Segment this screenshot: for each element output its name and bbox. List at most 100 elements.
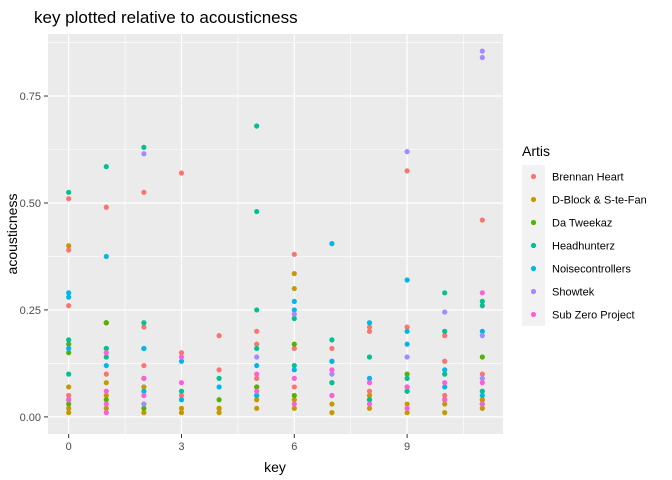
point-brennan-heart <box>66 392 72 399</box>
point-showtek <box>291 311 297 317</box>
data-points <box>66 48 485 416</box>
legend: Artis Brennan Heart D-Block & S-te-Fan Da … <box>522 143 647 326</box>
point-noisecontrollers <box>479 328 485 334</box>
point-sub-zero-project <box>479 380 485 386</box>
point-da-tweekaz <box>216 397 222 403</box>
point-sub-zero-project <box>366 401 373 407</box>
point-da-tweekaz <box>141 405 147 411</box>
legend-swatch <box>530 173 537 180</box>
point-noisecontrollers <box>254 392 260 399</box>
legend-items: Brennan Heart D-Block & S-te-Fan Da Tweeka… <box>522 165 647 326</box>
point-brennan-heart <box>103 204 109 210</box>
point-brennan-heart <box>216 367 222 373</box>
point-sub-zero-project <box>442 380 448 386</box>
y-tick-label: 0.75 <box>20 91 41 103</box>
point-headhunterz <box>329 380 335 386</box>
point-brennan-heart <box>178 392 185 399</box>
point-headhunterz <box>103 354 109 360</box>
point-brennan-heart <box>254 328 260 334</box>
point-d-block-s-te-fan <box>291 270 297 277</box>
point-sub-zero-project <box>479 401 485 407</box>
point-noisecontrollers <box>141 388 147 394</box>
point-showtek <box>479 54 485 61</box>
point-d-block-s-te-fan <box>442 410 448 416</box>
point-da-tweekaz <box>66 401 72 407</box>
point-d-block-s-te-fan <box>103 380 109 386</box>
point-d-block-s-te-fan <box>178 410 185 416</box>
point-brennan-heart <box>103 371 109 377</box>
plot-panel <box>48 34 503 434</box>
point-d-block-s-te-fan <box>291 285 297 292</box>
point-headhunterz <box>66 371 72 377</box>
point-headhunterz <box>141 320 147 326</box>
point-headhunterz <box>404 375 410 381</box>
y-tick-label: 0.25 <box>20 305 41 317</box>
point-da-tweekaz <box>291 392 297 399</box>
point-headhunterz <box>291 362 297 369</box>
grid-lines <box>48 34 503 434</box>
point-d-block-s-te-fan <box>366 392 373 399</box>
point-d-block-s-te-fan <box>66 405 72 411</box>
point-brennan-heart <box>216 333 222 339</box>
point-sub-zero-project <box>329 392 335 399</box>
point-brennan-heart <box>66 303 72 309</box>
point-noisecontrollers <box>479 392 485 399</box>
point-noisecontrollers <box>103 253 109 260</box>
point-showtek <box>404 354 410 360</box>
point-brennan-heart <box>66 196 72 202</box>
x-tick-label: 6 <box>291 441 297 453</box>
point-d-block-s-te-fan <box>329 410 335 416</box>
legend-swatch <box>530 242 537 249</box>
point-headhunterz <box>329 337 335 343</box>
point-headhunterz <box>66 337 72 343</box>
point-headhunterz <box>254 123 260 129</box>
point-da-tweekaz <box>103 320 109 326</box>
point-headhunterz <box>366 397 373 403</box>
point-brennan-heart <box>141 324 147 330</box>
point-headhunterz <box>254 307 260 313</box>
point-sub-zero-project <box>141 375 147 381</box>
point-sub-zero-project <box>404 384 410 390</box>
point-noisecontrollers <box>329 358 335 364</box>
point-d-block-s-te-fan <box>103 405 109 411</box>
point-brennan-heart <box>178 350 185 356</box>
point-d-block-s-te-fan <box>216 405 222 411</box>
x-tick-label: 0 <box>66 441 72 453</box>
point-brennan-heart <box>479 217 485 223</box>
point-d-block-s-te-fan <box>178 405 185 411</box>
point-noisecontrollers <box>291 367 297 373</box>
point-d-block-s-te-fan <box>291 397 297 403</box>
point-brennan-heart <box>141 189 147 195</box>
point-noisecontrollers <box>178 397 185 403</box>
legend-label: Brennan Heart <box>552 172 624 184</box>
point-headhunterz <box>479 388 485 394</box>
point-sub-zero-project <box>66 397 72 403</box>
point-brennan-heart <box>291 345 297 352</box>
point-da-tweekaz <box>254 384 260 390</box>
point-headhunterz <box>442 328 448 334</box>
point-brennan-heart <box>329 345 335 352</box>
point-d-block-s-te-fan <box>66 384 72 390</box>
y-axis-ticks: 0.00 0.25 0.50 0.75 <box>20 91 48 424</box>
point-brennan-heart <box>404 168 410 174</box>
point-brennan-heart <box>366 328 373 334</box>
point-headhunterz <box>103 164 109 170</box>
point-d-block-s-te-fan <box>291 405 297 411</box>
point-d-block-s-te-fan <box>66 243 72 249</box>
point-brennan-heart <box>291 384 297 390</box>
point-d-block-s-te-fan <box>103 392 109 399</box>
point-brennan-heart <box>442 392 448 399</box>
point-headhunterz <box>479 303 485 309</box>
point-d-block-s-te-fan <box>141 384 147 390</box>
point-showtek <box>254 354 260 360</box>
point-noisecontrollers <box>291 298 297 304</box>
point-d-block-s-te-fan <box>216 410 222 416</box>
y-tick-label: 0.00 <box>20 412 41 424</box>
point-noisecontrollers <box>178 358 185 364</box>
legend-label: Showtek <box>552 287 595 299</box>
point-da-tweekaz <box>66 350 72 356</box>
point-headhunterz <box>216 375 222 381</box>
point-brennan-heart <box>366 388 373 394</box>
point-noisecontrollers <box>366 320 373 326</box>
